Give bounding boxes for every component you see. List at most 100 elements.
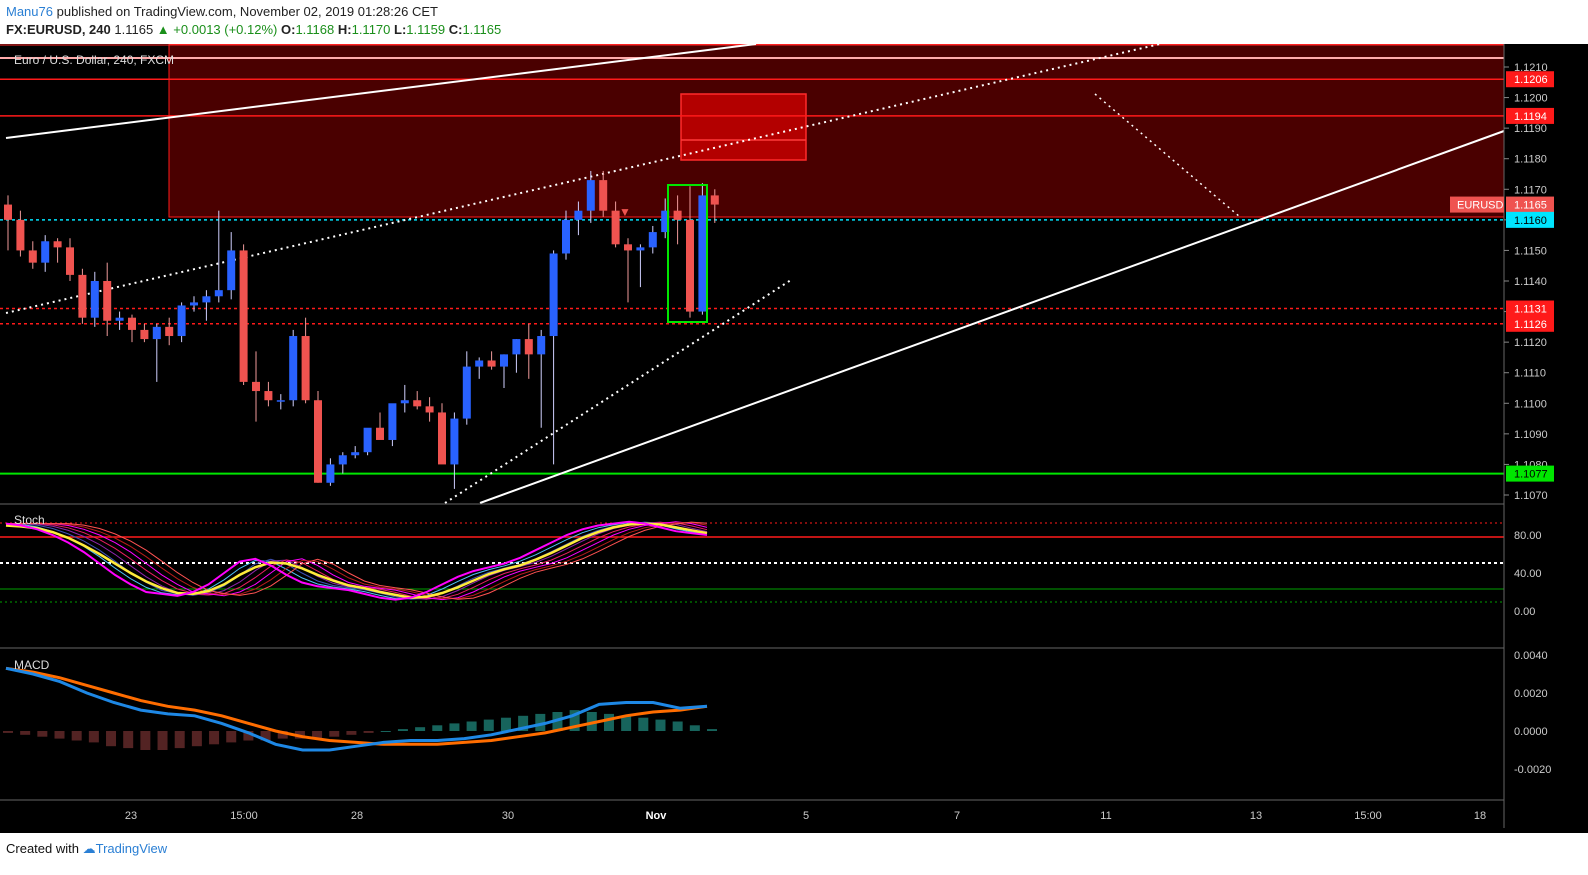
candle-body[interactable] (264, 391, 273, 401)
macd-histogram-bar (638, 717, 649, 731)
macd-histogram-bar (157, 731, 168, 750)
candle-body[interactable] (698, 195, 707, 312)
macd-pane[interactable]: MACD (3, 658, 717, 752)
rising-trendline[interactable] (479, 130, 1505, 504)
price-tick-label: 1.1100 (1514, 398, 1547, 410)
candle-body[interactable] (202, 296, 211, 303)
candle-body[interactable] (376, 427, 384, 440)
candle-body[interactable] (351, 452, 360, 456)
dotted-channel-bottom[interactable] (444, 279, 792, 504)
candle-body[interactable] (78, 274, 87, 318)
candle-body[interactable] (661, 210, 670, 233)
macd-histogram-bar (37, 731, 48, 737)
candle-body[interactable] (462, 366, 471, 419)
open-value: 1.1168 (295, 22, 335, 37)
candle-body[interactable] (140, 329, 149, 340)
candle-body[interactable] (487, 360, 496, 367)
candle-body[interactable] (326, 464, 335, 483)
macd-histogram-bar (3, 731, 13, 733)
dotted-projection[interactable] (1094, 93, 1241, 218)
candle-body[interactable] (276, 400, 285, 402)
candle-body[interactable] (214, 290, 223, 297)
price-tick-label: 1.1140 (1514, 276, 1547, 288)
time-tick-label: 11 (1100, 810, 1111, 822)
candle-body[interactable] (177, 305, 186, 337)
symbol-label[interactable]: FX:EURUSD, 240 (6, 22, 111, 37)
candle-body[interactable] (388, 403, 397, 440)
candle-body[interactable] (648, 232, 657, 248)
candle-body[interactable] (438, 412, 446, 465)
candle-body[interactable] (624, 244, 632, 251)
price-pane[interactable]: ▼ Euro / U.S. Dollar, 240, FXCM (0, 44, 1505, 504)
macd-histogram (3, 710, 717, 750)
highlight-box[interactable] (667, 184, 708, 323)
candle-body[interactable] (611, 210, 620, 245)
price-tick-label: 1.1120 (1514, 337, 1547, 349)
tradingview-brand-link[interactable]: TradingView (95, 841, 168, 856)
candle-body[interactable] (190, 302, 198, 306)
candle-body[interactable] (152, 326, 161, 340)
candle-body[interactable] (500, 354, 508, 367)
candle-body[interactable] (450, 418, 459, 465)
candle-body[interactable] (165, 326, 174, 337)
chart-canvas[interactable]: ▼ Euro / U.S. Dollar, 240, FXCM Stoch MA… (0, 44, 1588, 833)
level-price-badge (1506, 465, 1554, 482)
candle-body[interactable] (363, 427, 372, 453)
time-tick-label: 15:00 (1354, 810, 1382, 822)
candle-body[interactable] (227, 250, 236, 291)
candle-body[interactable] (524, 339, 533, 355)
candle-body[interactable] (537, 336, 546, 355)
candle-body[interactable] (28, 250, 37, 263)
macd-histogram-bar (312, 731, 323, 739)
macd-tick-label: -0.0020 (1514, 764, 1551, 776)
candle-body[interactable] (90, 281, 99, 318)
candle-body[interactable] (239, 250, 248, 382)
candles[interactable] (4, 170, 719, 489)
supply-box[interactable] (680, 93, 807, 161)
time-axis[interactable]: 23 15:00 28 30 Nov 5 7 11 13 15:00 18 (125, 810, 1486, 822)
candle-body[interactable] (66, 247, 74, 275)
candle-body[interactable] (574, 210, 583, 220)
candle-body[interactable] (636, 247, 645, 251)
macd-histogram-bar (380, 731, 391, 732)
candle-body[interactable] (425, 406, 434, 413)
macd-signal-line (5, 666, 708, 746)
candle-body[interactable] (686, 219, 694, 312)
candle-body[interactable] (16, 219, 25, 251)
candle-body[interactable] (289, 336, 298, 401)
upper-trendline[interactable] (5, 44, 757, 139)
stoch-k-line (5, 520, 708, 601)
candle-body[interactable] (475, 360, 484, 367)
candle-body[interactable] (338, 455, 347, 465)
level-price-label: 1.1206 (1514, 74, 1548, 86)
macd-tick-label: 0.0020 (1514, 688, 1548, 700)
candle-body[interactable] (413, 400, 422, 407)
candle-body[interactable] (400, 400, 409, 404)
candle-body[interactable] (710, 195, 719, 205)
up-arrow-icon: ▲ (156, 22, 170, 37)
candle-body[interactable] (673, 210, 682, 220)
author-link[interactable]: Manu76 (6, 4, 53, 19)
candle-body[interactable] (53, 241, 62, 248)
time-tick-label: Nov (646, 810, 668, 822)
price-tick-label: 1.1200 (1514, 93, 1548, 105)
macd-histogram-bar (363, 731, 374, 733)
stoch-pane[interactable]: Stoch (0, 513, 1504, 603)
candle-body[interactable] (252, 381, 260, 392)
candle-body[interactable] (549, 253, 558, 337)
candle-body[interactable] (301, 336, 310, 401)
candle-body[interactable] (41, 241, 50, 263)
publish-info: Manu76 published on TradingView.com, Nov… (6, 4, 438, 19)
candle-body[interactable] (103, 281, 112, 321)
candle-body[interactable] (599, 180, 608, 211)
candle-body[interactable] (562, 219, 570, 254)
candle-body[interactable] (128, 317, 136, 330)
resistance-zone[interactable] (168, 44, 1505, 218)
candle-body[interactable] (115, 317, 124, 321)
macd-histogram-bar (140, 731, 151, 750)
candle-body[interactable] (512, 339, 521, 355)
candle-body[interactable] (586, 180, 595, 211)
level-price-label: 1.1131 (1514, 304, 1547, 316)
candle-body[interactable] (314, 400, 322, 483)
candle-body[interactable] (4, 204, 12, 220)
